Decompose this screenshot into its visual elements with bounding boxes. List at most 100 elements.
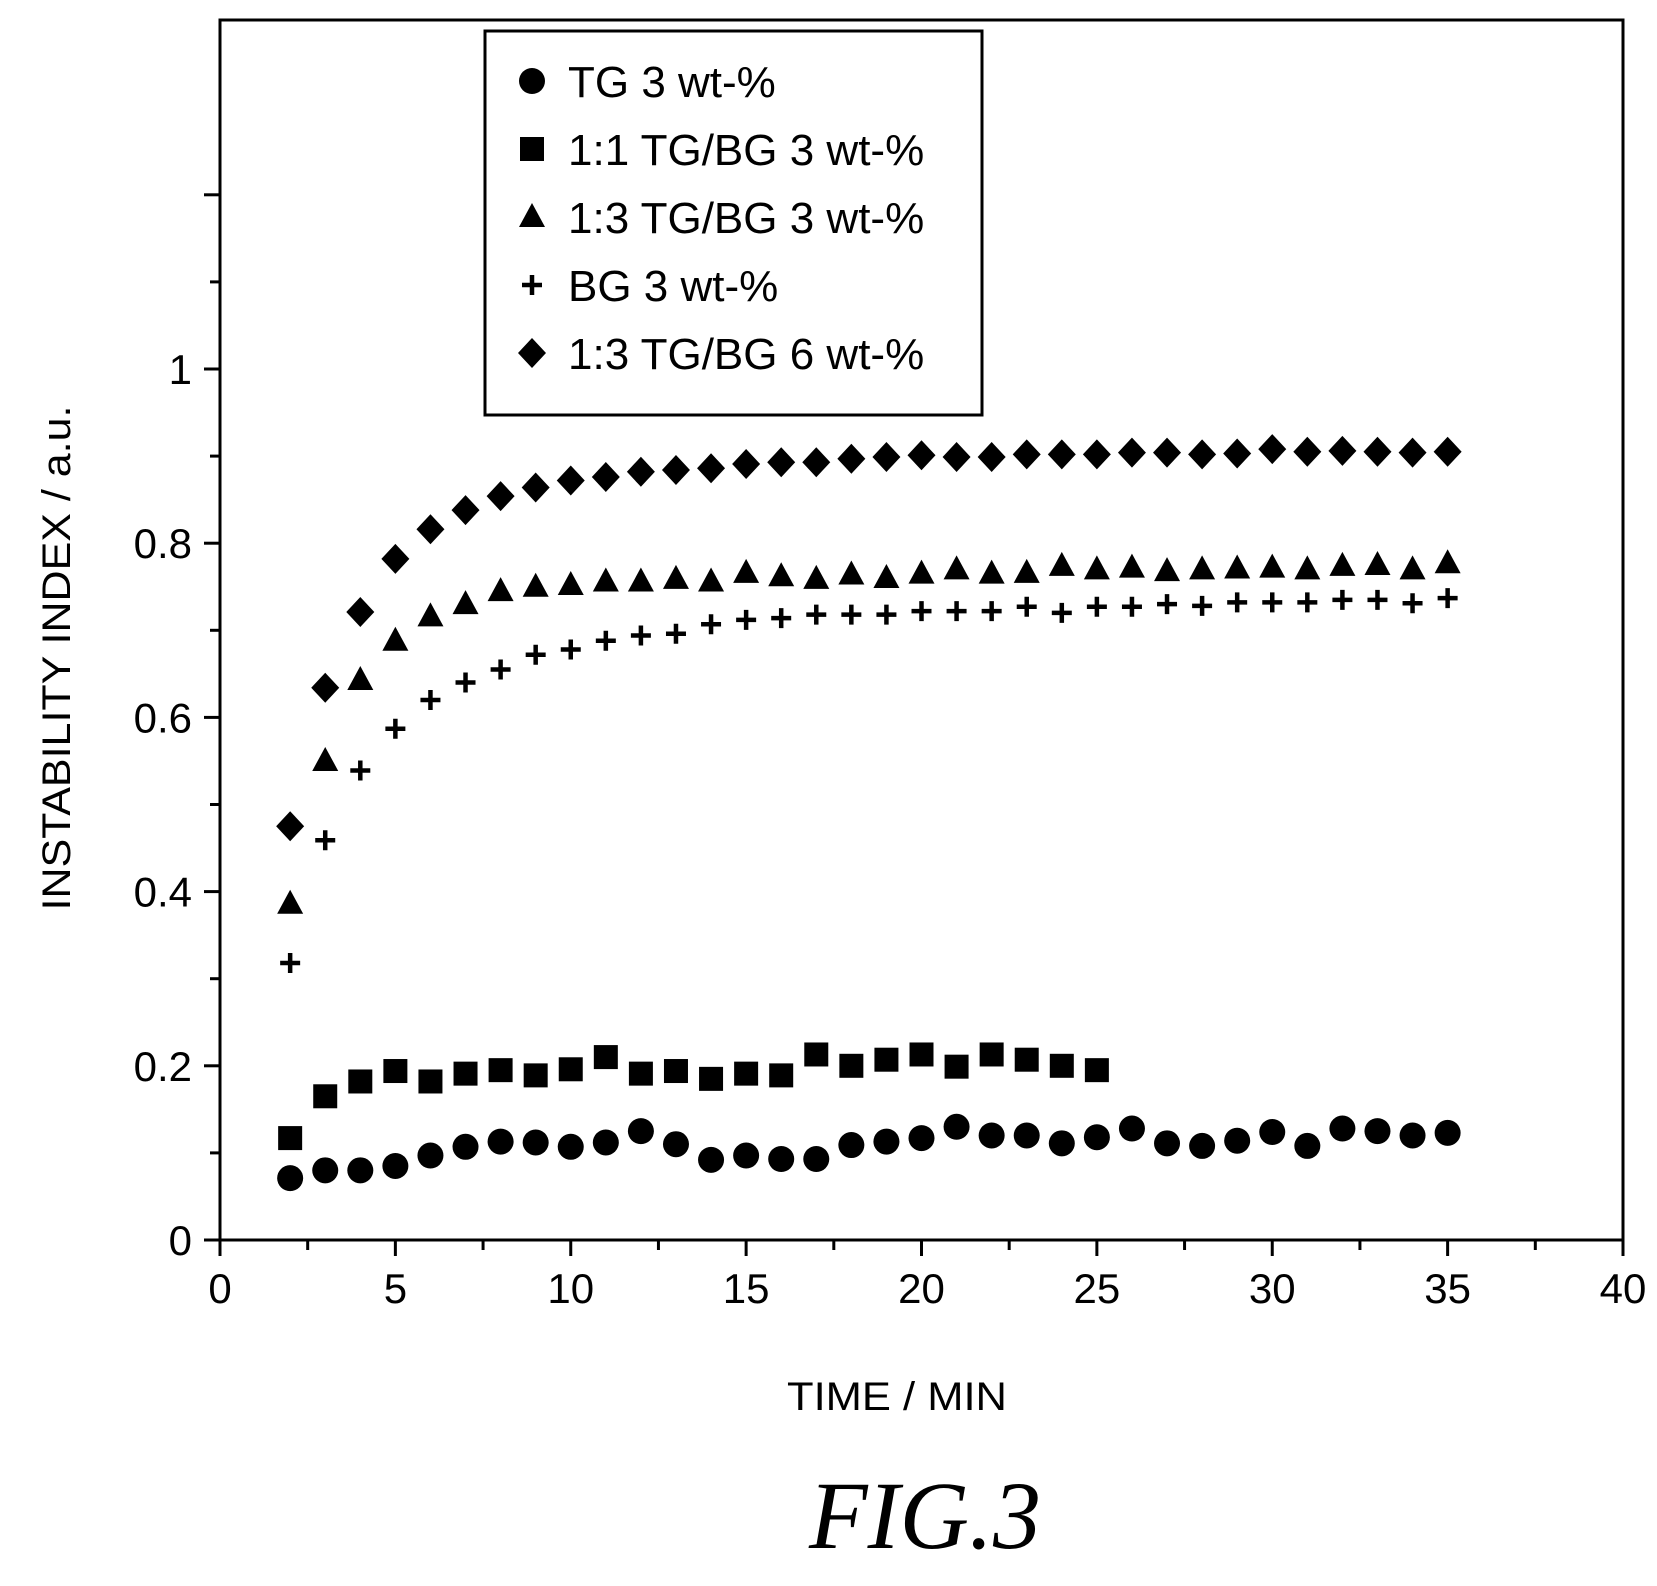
data-point-plus	[1437, 588, 1458, 609]
data-point-diamond	[486, 481, 515, 512]
data-point-circle	[733, 1142, 760, 1169]
data-point-square	[1014, 1047, 1039, 1072]
data-point-plus	[525, 644, 546, 665]
data-point-diamond	[416, 514, 445, 545]
data-point-plus	[420, 689, 441, 710]
data-point-diamond	[346, 597, 375, 628]
data-point-circle	[1434, 1119, 1461, 1146]
data-point-plus	[350, 760, 371, 781]
data-point-plus	[876, 604, 897, 625]
data-point-circle	[1364, 1118, 1391, 1145]
x-tick-label: 10	[547, 1265, 594, 1312]
y-tick-label: 1	[169, 346, 192, 393]
data-point-diamond	[697, 453, 726, 484]
data-point-triangle	[908, 559, 935, 584]
data-point-diamond	[661, 455, 690, 486]
data-point-plus	[1016, 596, 1037, 617]
data-point-diamond	[311, 672, 340, 703]
series-triangle	[277, 549, 1461, 914]
legend-marker-square	[520, 137, 544, 161]
data-point-circle	[838, 1132, 865, 1159]
data-point-triangle	[487, 577, 514, 602]
data-point-square	[348, 1069, 373, 1094]
data-point-square	[769, 1063, 794, 1088]
legend-label: TG 3 wt-%	[568, 58, 776, 107]
x-axis: 0 5 10 15 20 25 30 35 40	[208, 1240, 1646, 1312]
data-point-circle	[1329, 1115, 1356, 1142]
data-point-triangle	[592, 567, 619, 592]
legend-marker-diamond	[518, 338, 546, 368]
data-point-square	[628, 1061, 653, 1086]
legend-item: BG 3 wt-%	[522, 262, 778, 311]
data-point-circle	[1154, 1130, 1181, 1157]
data-point-circle	[487, 1128, 514, 1155]
data-point-plus	[736, 609, 757, 630]
data-point-plus	[315, 830, 336, 851]
data-point-plus	[1262, 592, 1283, 613]
data-point-triangle	[1189, 555, 1216, 580]
data-point-circle	[1259, 1118, 1286, 1145]
data-point-diamond	[1258, 434, 1287, 465]
data-point-square	[313, 1084, 338, 1109]
data-point-circle	[1083, 1124, 1110, 1151]
data-point-square	[944, 1054, 969, 1079]
series-square	[278, 1042, 1109, 1151]
data-point-diamond	[451, 495, 480, 526]
data-point-triangle	[768, 562, 795, 587]
data-point-circle	[417, 1142, 444, 1169]
data-point-circle	[1294, 1132, 1321, 1159]
data-point-diamond	[1363, 436, 1392, 467]
data-point-diamond	[767, 447, 796, 478]
data-point-diamond	[1153, 437, 1182, 468]
x-tick-label: 20	[898, 1265, 945, 1312]
data-point-triangle	[627, 567, 654, 592]
data-point-plus	[1121, 596, 1142, 617]
data-point-triangle	[943, 555, 970, 580]
data-point-plus	[280, 953, 301, 974]
data-point-square	[874, 1047, 899, 1072]
series-circle	[277, 1113, 1461, 1192]
data-point-diamond	[907, 440, 936, 471]
data-point-triangle	[838, 560, 865, 585]
data-point-circle	[1013, 1122, 1040, 1149]
data-point-plus	[1157, 594, 1178, 615]
data-point-diamond	[1398, 437, 1427, 468]
data-point-square	[383, 1059, 408, 1084]
data-point-diamond	[1047, 439, 1076, 470]
x-tick-label: 0	[208, 1265, 231, 1312]
data-point-circle	[1118, 1115, 1145, 1142]
data-point-plus	[385, 718, 406, 739]
x-tick-label: 5	[384, 1265, 407, 1312]
data-point-square	[663, 1059, 688, 1084]
data-point-square	[839, 1053, 864, 1078]
data-point-triangle	[452, 590, 479, 615]
data-point-circle	[522, 1129, 549, 1156]
x-tick-label: 30	[1249, 1265, 1296, 1312]
data-point-circle	[768, 1145, 795, 1172]
data-point-diamond	[556, 465, 585, 496]
y-axis-title: INSTABILITY INDEX / a.u.	[35, 406, 79, 911]
data-point-triangle	[1329, 551, 1356, 576]
x-tick-label: 15	[723, 1265, 770, 1312]
data-point-circle	[908, 1125, 935, 1152]
data-point-triangle	[978, 559, 1005, 584]
data-point-plus	[1192, 595, 1213, 616]
data-point-diamond	[1082, 439, 1111, 470]
data-point-square	[418, 1069, 443, 1094]
x-tick-label: 35	[1424, 1265, 1471, 1312]
data-point-circle	[698, 1146, 725, 1173]
data-point-triangle	[1154, 557, 1181, 582]
y-tick-label: 0.4	[134, 869, 192, 916]
data-point-diamond	[521, 472, 550, 503]
data-point-plus	[701, 614, 722, 635]
legend-label: 1:3 TG/BG 3 wt-%	[568, 194, 924, 243]
data-point-diamond	[942, 441, 971, 472]
y-tick-label: 0.8	[134, 520, 192, 567]
data-point-plus	[560, 639, 581, 660]
data-point-square	[453, 1061, 478, 1086]
data-point-plus	[911, 601, 932, 622]
data-point-diamond	[1433, 436, 1462, 467]
data-point-triangle	[1224, 554, 1251, 579]
data-point-plus	[771, 608, 792, 629]
